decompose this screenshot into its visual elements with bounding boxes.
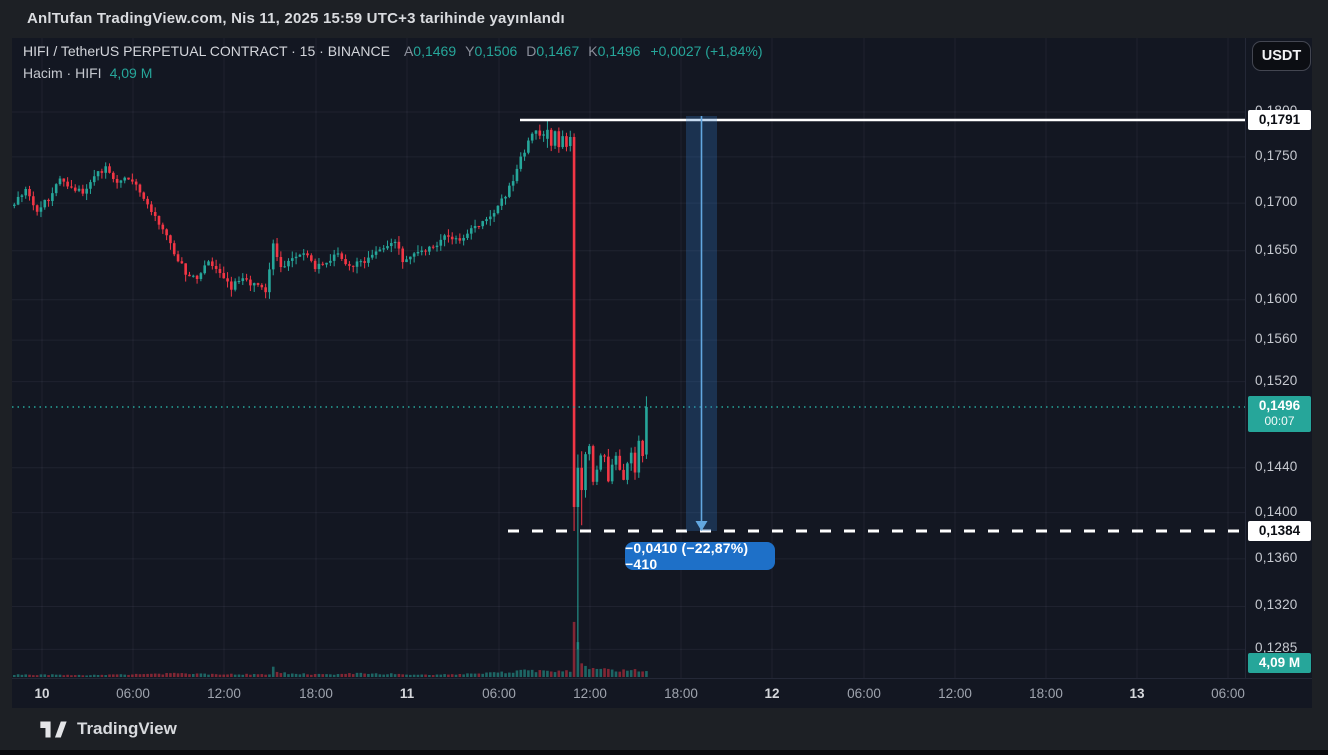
x-axis-label: 10 [34, 686, 50, 701]
last-price-label: 0,1496 00:07 [1248, 395, 1311, 432]
volume-legend-label[interactable]: Hacim · HIFI [23, 65, 102, 81]
symbol-title[interactable]: HIFI / TetherUS PERPETUAL CONTRACT · 15 … [23, 43, 390, 59]
close-value: K0,1496 [588, 43, 641, 59]
y-axis-label: 0,1400 [1255, 503, 1298, 519]
gridlines [12, 38, 1245, 678]
open-value: A0,1469 [403, 43, 457, 59]
measure-end-price-label: 0,1384 [1248, 521, 1311, 541]
publish-bar: AnlTufan TradingView.com, Nis 11, 2025 1… [0, 0, 1328, 38]
y-axis-label: 0,1520 [1255, 372, 1298, 388]
chart-legend: HIFI / TetherUS PERPETUAL CONTRACT · 15 … [23, 43, 763, 81]
measure-tool-label[interactable]: −0,0410 (−22,87%) −410 [625, 540, 775, 572]
last-price-value: 0,1496 [1258, 397, 1301, 413]
x-axis-label: 18:00 [1029, 686, 1063, 701]
time-axis[interactable]: 10 06:00 12:00 18:00 11 06:00 12:00 18:00 12 06:0… [12, 678, 1312, 708]
high-price-label: 0,1791 [1248, 110, 1311, 130]
y-axis-label: 0,1285 [1255, 640, 1298, 656]
x-axis-label: 06:00 [847, 686, 881, 701]
x-axis-label: 12:00 [207, 686, 241, 701]
y-axis-label: 0,1650 [1255, 241, 1298, 257]
x-axis-label: 12 [764, 686, 780, 701]
high-value: Y0,1506 [465, 43, 518, 59]
tradingview-logo-icon[interactable] [40, 720, 67, 739]
y-axis-label: 0,1750 [1255, 147, 1298, 163]
x-axis-label: 18:00 [299, 686, 333, 701]
volume-legend-value: 4,09 M [109, 65, 153, 81]
x-axis-label: 06:00 [482, 686, 516, 701]
x-axis-label: 11 [399, 686, 415, 701]
candlestick-plot[interactable]: HIFI / TetherUS PERPETUAL CONTRACT · 15 … [12, 38, 1245, 678]
x-axis-label: 13 [1129, 686, 1145, 701]
currency-toggle-button[interactable]: USDT [1252, 41, 1311, 71]
volume-bars [13, 621, 648, 677]
x-axis-label: 06:00 [1211, 686, 1245, 701]
x-axis-label: 12:00 [938, 686, 972, 701]
price-axis[interactable]: 0,18000,17500,17000,16500,16000,15600,15… [1245, 38, 1312, 678]
candles [13, 120, 648, 650]
x-axis-label: 12:00 [573, 686, 607, 701]
low-value: D0,1467 [526, 43, 580, 59]
y-axis-label: 0,1560 [1255, 331, 1298, 347]
y-axis-label: 0,1600 [1255, 290, 1298, 306]
y-axis-label: 0,1440 [1255, 458, 1298, 474]
bottom-edge-strip [0, 750, 1328, 755]
volume-axis-label: 4,09 M [1248, 653, 1311, 673]
y-axis-label: 0,1700 [1255, 194, 1298, 210]
publish-info-text: AnlTufan TradingView.com, Nis 11, 2025 1… [27, 10, 565, 27]
measure-arrow [695, 521, 708, 531]
y-axis-label: 0,1360 [1255, 549, 1298, 565]
tradingview-brand-text[interactable]: TradingView [77, 719, 177, 738]
change-value: +0,0027 (+1,84%) [650, 43, 763, 59]
x-axis-label: 18:00 [664, 686, 698, 701]
chart-frame: HIFI / TetherUS PERPETUAL CONTRACT · 15 … [0, 38, 1328, 708]
footer-bar: TradingView [0, 708, 1328, 750]
x-axis-label: 06:00 [116, 686, 150, 701]
ohlc-values: A0,1469 Y0,1506 D0,1467 K0,1496 [404, 43, 640, 59]
bar-countdown: 00:07 [1264, 413, 1295, 428]
y-axis-label: 0,1320 [1255, 597, 1298, 613]
chart-canvas[interactable] [12, 38, 1245, 678]
